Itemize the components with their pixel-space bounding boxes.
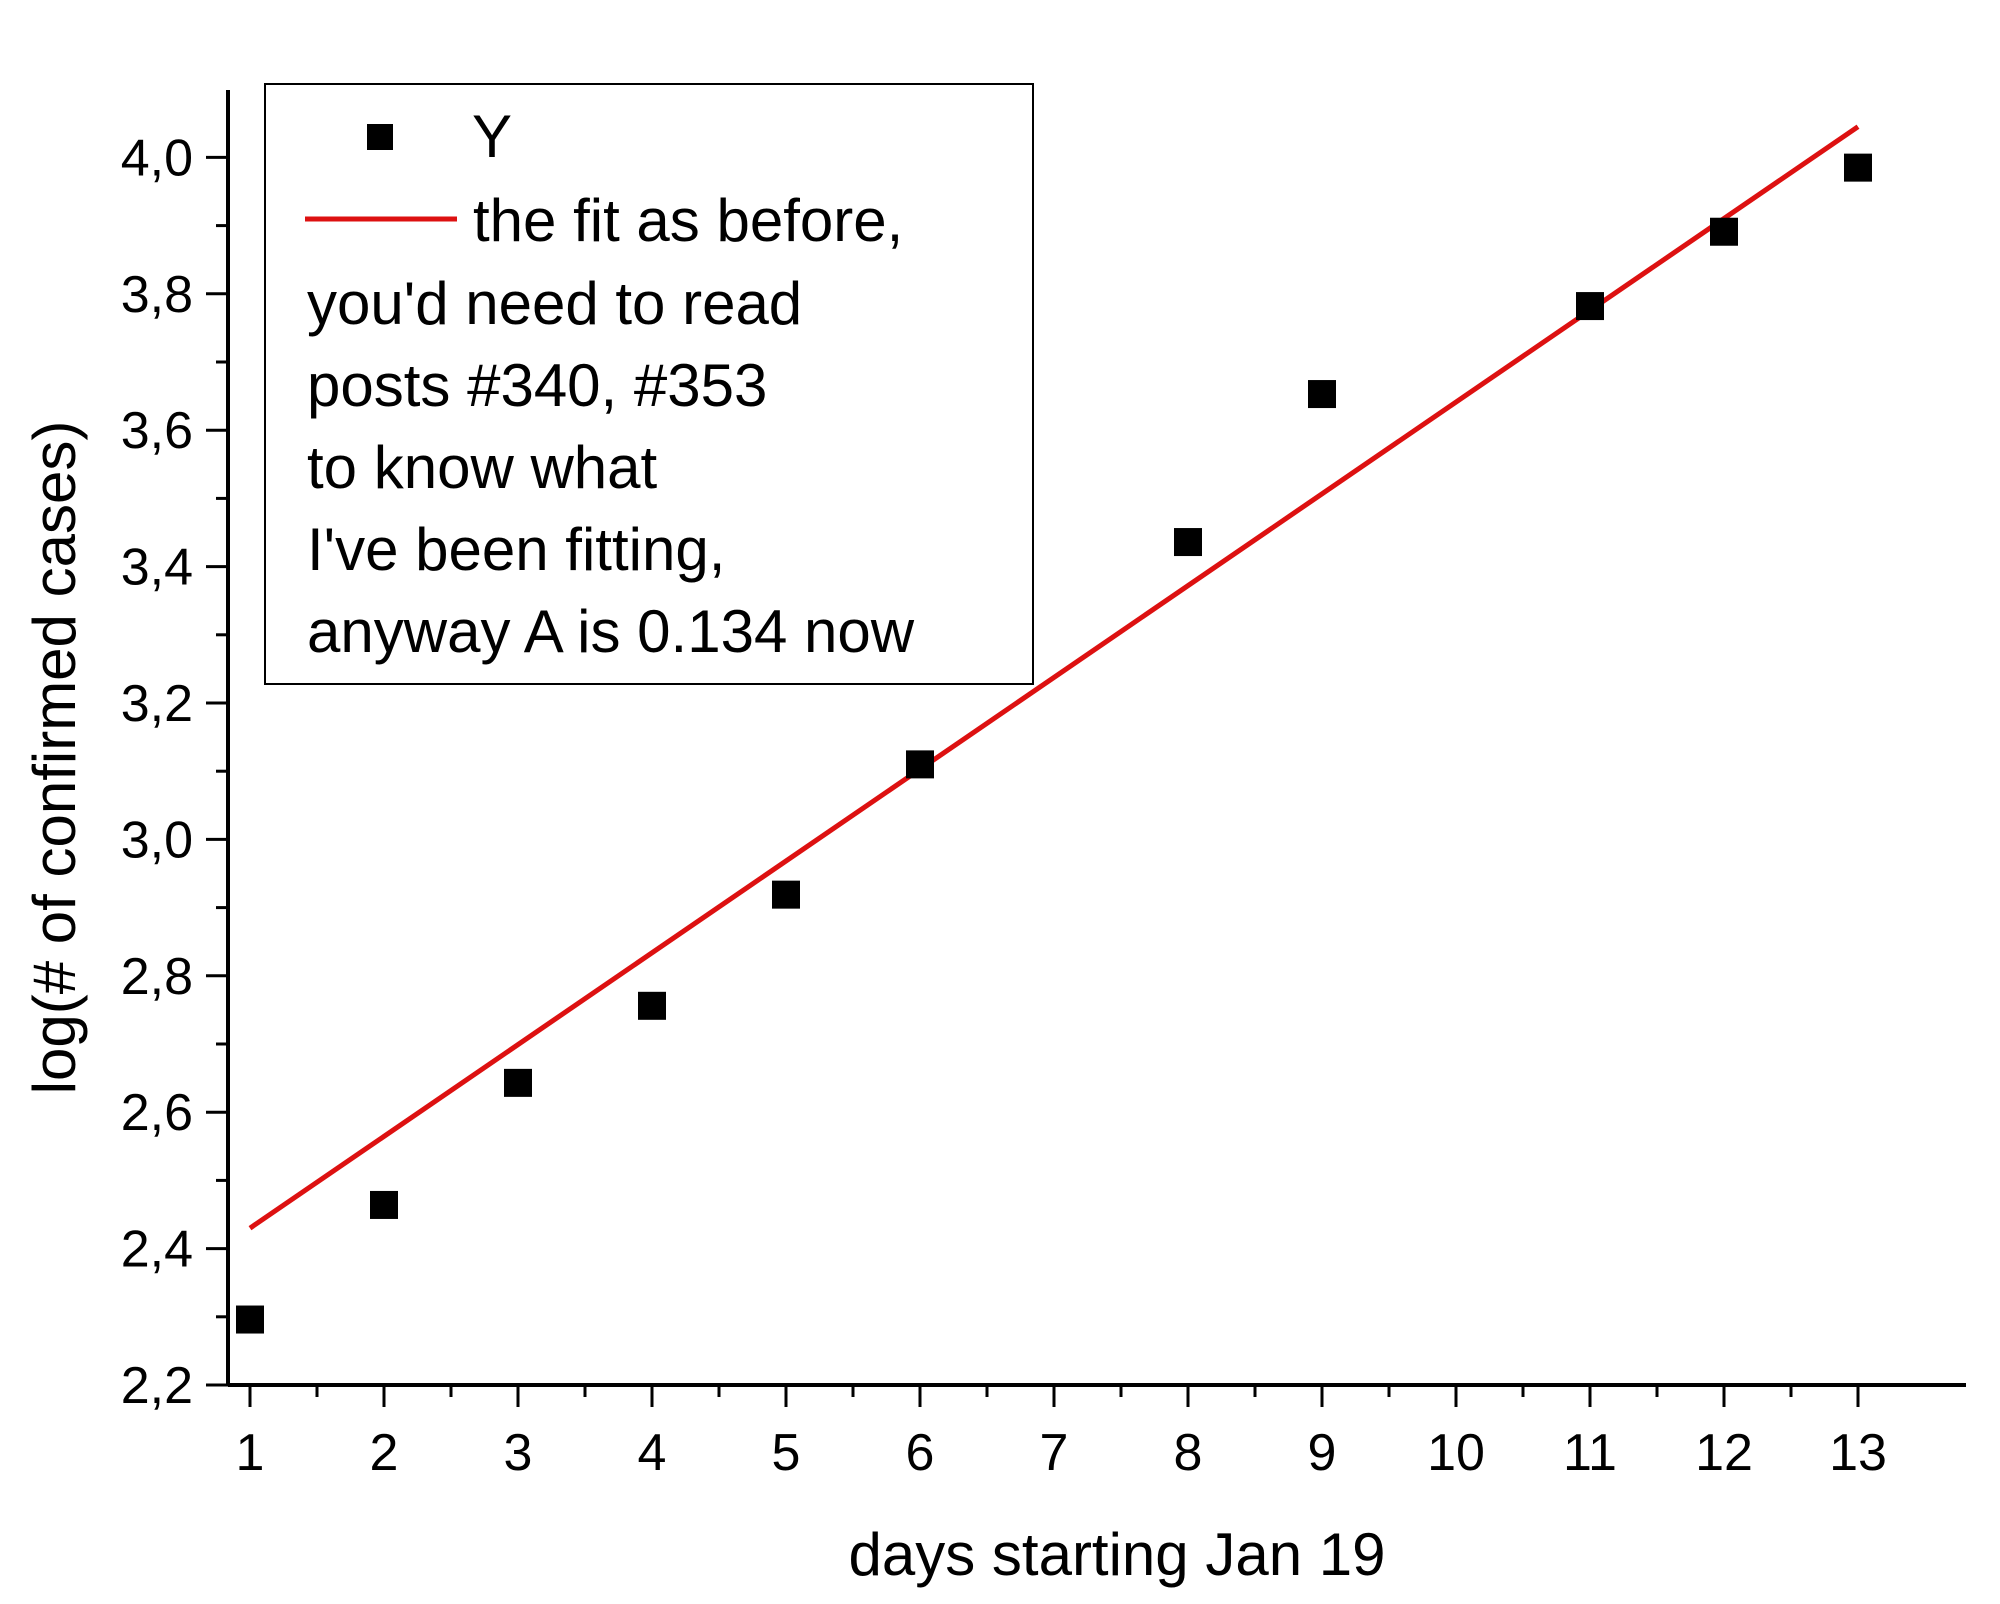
legend-extra-lines: you'd need to read posts #340, #353 to kno… <box>307 270 915 665</box>
x-tick-label: 10 <box>1427 1424 1485 1482</box>
y-tick-label: 3,2 <box>121 675 193 733</box>
x-ticks: 1 2 3 4 5 6 7 8 9 10 11 12 13 <box>236 1385 1887 1482</box>
y-tick-label: 2,8 <box>121 948 193 1006</box>
legend-note-line: to know what <box>307 434 658 501</box>
data-point <box>1308 380 1336 409</box>
y-tick-label: 3,6 <box>121 402 193 460</box>
data-point <box>772 880 800 909</box>
legend-note-line: you'd need to read <box>307 270 802 337</box>
x-axis-title: days starting Jan 19 <box>849 1521 1386 1588</box>
x-tick-label: 12 <box>1695 1424 1753 1482</box>
legend-label-y: Y <box>472 103 512 170</box>
x-tick-label: 2 <box>370 1424 399 1482</box>
x-tick-label: 4 <box>638 1424 667 1482</box>
y-tick-label: 3,0 <box>121 811 193 869</box>
data-point <box>906 750 934 779</box>
data-point <box>1844 153 1872 182</box>
x-tick-label: 11 <box>1563 1424 1617 1482</box>
x-tick-label: 5 <box>772 1424 801 1482</box>
legend-note-line: posts #340, #353 <box>307 352 767 419</box>
y-tick-label: 2,2 <box>121 1357 193 1415</box>
y-axis-title: log(# of confirmed cases) <box>21 421 88 1095</box>
data-point <box>638 991 666 1020</box>
x-tick-label: 9 <box>1308 1424 1337 1482</box>
data-points <box>236 153 1872 1334</box>
data-point <box>1576 292 1604 321</box>
legend: Y the fit as before, you'd need to read p… <box>264 83 1034 685</box>
x-tick-label: 1 <box>236 1424 265 1482</box>
x-tick-label: 3 <box>504 1424 533 1482</box>
y-tick-label: 3,4 <box>121 539 193 597</box>
y-tick-label: 2,6 <box>121 1084 193 1142</box>
legend-note-line: anyway A is 0.134 now <box>307 598 915 665</box>
x-tick-label: 13 <box>1829 1424 1887 1482</box>
x-tick-label: 6 <box>906 1424 935 1482</box>
data-point <box>236 1305 264 1334</box>
y-tick-label: 3,8 <box>121 266 193 324</box>
x-tick-label: 8 <box>1174 1424 1203 1482</box>
data-point <box>1710 217 1738 246</box>
legend-square-marker <box>367 124 393 150</box>
data-point <box>370 1190 398 1219</box>
y-ticks: 2,2 2,4 2,6 2,8 3,0 3,2 3,4 3,6 3,8 4,0 <box>121 129 228 1415</box>
x-tick-label: 7 <box>1040 1424 1069 1482</box>
y-tick-label: 4,0 <box>121 129 193 187</box>
y-tick-label: 2,4 <box>121 1221 193 1279</box>
legend-label-fit: the fit as before, <box>473 187 903 254</box>
data-point <box>504 1068 532 1097</box>
legend-box <box>264 83 1034 685</box>
legend-note-line: I've been fitting, <box>307 516 725 583</box>
data-point <box>1174 528 1202 557</box>
